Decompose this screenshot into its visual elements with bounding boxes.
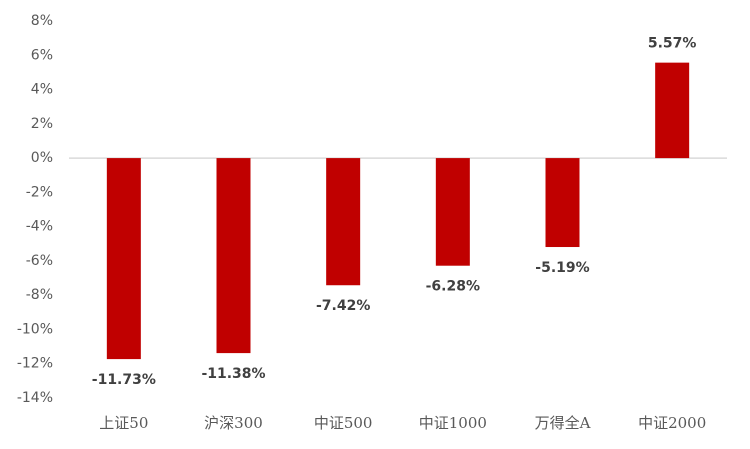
y-tick-label: 6%: [31, 47, 53, 63]
y-tick-label: -14%: [17, 390, 53, 406]
y-tick-label: 2%: [31, 116, 53, 132]
bar: [655, 62, 690, 159]
bar: [216, 158, 251, 354]
y-tick-label: -12%: [17, 356, 53, 372]
bar: [326, 158, 361, 286]
y-tick-label: 8%: [31, 13, 53, 29]
bar: [545, 158, 580, 248]
x-tick-label: 沪深300: [204, 414, 263, 432]
y-tick-label: -2%: [26, 184, 53, 200]
y-tick-label: -6%: [26, 253, 53, 269]
x-tick-label: 上证50: [99, 414, 148, 432]
y-tick-label: 0%: [31, 150, 53, 166]
bar: [435, 158, 470, 266]
x-tick-label: 中证1000: [419, 414, 487, 432]
value-label: -6.28%: [426, 279, 480, 295]
value-label: -11.38%: [201, 366, 265, 382]
value-label: 5.57%: [648, 36, 697, 52]
bar: [106, 158, 141, 360]
y-tick-label: -4%: [26, 219, 53, 235]
value-label: -11.73%: [92, 372, 156, 388]
x-tick-label: 中证2000: [638, 414, 706, 432]
y-tick-label: 4%: [31, 82, 53, 98]
y-tick-label: -10%: [17, 321, 53, 337]
x-tick-label: 中证500: [314, 414, 373, 432]
value-label: -5.19%: [535, 260, 589, 276]
y-tick-label: -8%: [26, 287, 53, 303]
value-label: -7.42%: [316, 298, 370, 314]
x-tick-label: 万得全A: [535, 414, 591, 432]
